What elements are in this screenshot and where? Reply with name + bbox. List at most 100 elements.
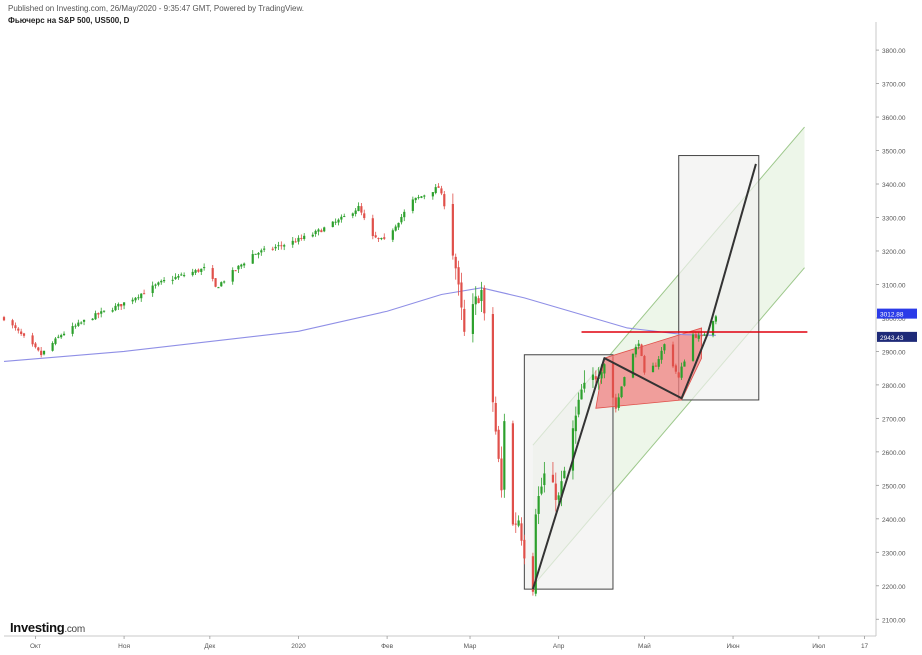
- candle-body: [657, 359, 660, 367]
- y-tick-label: 2700.00: [882, 416, 906, 423]
- candle-body: [234, 270, 237, 272]
- candle: [540, 477, 543, 496]
- candle-body: [557, 495, 560, 500]
- candle-body: [654, 365, 657, 367]
- candle: [617, 393, 620, 411]
- candle: [283, 243, 286, 251]
- candle-body: [434, 187, 437, 194]
- candle: [397, 222, 400, 230]
- candle: [683, 359, 686, 367]
- candle-body: [617, 397, 620, 408]
- candle: [240, 263, 243, 269]
- candle: [460, 272, 463, 321]
- candle: [697, 331, 700, 342]
- candle: [231, 267, 234, 285]
- candle: [560, 470, 563, 507]
- candle: [223, 280, 226, 284]
- candle-body: [174, 276, 177, 280]
- candle-body: [471, 304, 474, 334]
- drawn-lines: [531, 163, 808, 590]
- candle: [142, 289, 146, 295]
- candle-body: [91, 318, 94, 321]
- candle-body: [540, 486, 543, 494]
- candle-body: [554, 483, 557, 500]
- candle: [694, 332, 697, 339]
- candle-body: [154, 284, 157, 286]
- candle: [700, 332, 703, 340]
- candle-body: [580, 389, 583, 400]
- candle-body: [683, 361, 686, 367]
- candle: [377, 237, 380, 243]
- candle: [400, 214, 403, 225]
- candle: [271, 246, 274, 251]
- candle: [583, 370, 586, 393]
- candle: [571, 420, 575, 480]
- candle: [151, 281, 154, 297]
- candle-body: [583, 382, 586, 389]
- y-tick-label: 3300.00: [882, 215, 906, 222]
- candle-body: [374, 235, 377, 238]
- x-tick-label: Ноя: [118, 643, 130, 650]
- candle: [591, 367, 595, 388]
- candle: [511, 420, 515, 526]
- candle: [363, 209, 366, 221]
- candle-body: [623, 377, 626, 386]
- candle: [411, 196, 414, 214]
- candle-body: [463, 308, 466, 332]
- candle-body: [543, 473, 546, 486]
- candle-body: [137, 297, 140, 299]
- candle: [77, 319, 80, 327]
- candle: [291, 237, 294, 248]
- candle-body: [443, 194, 446, 207]
- candle: [417, 194, 420, 200]
- candle-body: [54, 338, 57, 344]
- logo-suffix: .com: [64, 624, 85, 635]
- candle-body: [691, 334, 695, 361]
- candle: [320, 228, 323, 233]
- candle: [603, 363, 606, 379]
- candle: [674, 363, 677, 374]
- candle-body: [277, 245, 280, 247]
- candle: [711, 320, 715, 338]
- candle-body: [80, 322, 83, 324]
- candle: [140, 293, 143, 302]
- candle-body: [414, 197, 417, 201]
- candle-body: [560, 481, 563, 498]
- candle: [174, 273, 177, 280]
- candle-body: [397, 222, 400, 228]
- candle-body: [82, 319, 86, 322]
- candle-body: [323, 227, 326, 232]
- candle: [51, 341, 54, 352]
- candle-body: [171, 279, 174, 281]
- candle: [100, 307, 103, 318]
- candle: [214, 278, 217, 288]
- candle: [497, 425, 500, 463]
- candle-body: [643, 356, 646, 373]
- candle-body: [22, 333, 26, 336]
- candle-body: [394, 226, 397, 231]
- candle: [280, 241, 283, 250]
- candle: [494, 396, 497, 435]
- candle: [691, 332, 695, 362]
- candle: [62, 331, 66, 336]
- candle-body: [677, 372, 680, 378]
- candle-body: [634, 346, 637, 355]
- candle: [651, 362, 655, 373]
- candle-body: [700, 335, 703, 337]
- candle: [637, 339, 640, 350]
- candle: [503, 413, 506, 498]
- candle-body: [254, 253, 257, 255]
- candle: [257, 251, 260, 259]
- candle-body: [660, 350, 663, 360]
- candle-body: [291, 240, 294, 245]
- candle: [177, 273, 180, 280]
- candle-body: [51, 342, 54, 351]
- y-tick-label: 2800.00: [882, 383, 906, 390]
- candle: [237, 265, 240, 274]
- candle: [220, 281, 223, 287]
- price-label: 3012.88: [880, 312, 904, 319]
- candle-body: [117, 303, 120, 307]
- candle-body: [680, 366, 683, 378]
- candle-body: [194, 270, 197, 273]
- candle-body: [403, 211, 406, 218]
